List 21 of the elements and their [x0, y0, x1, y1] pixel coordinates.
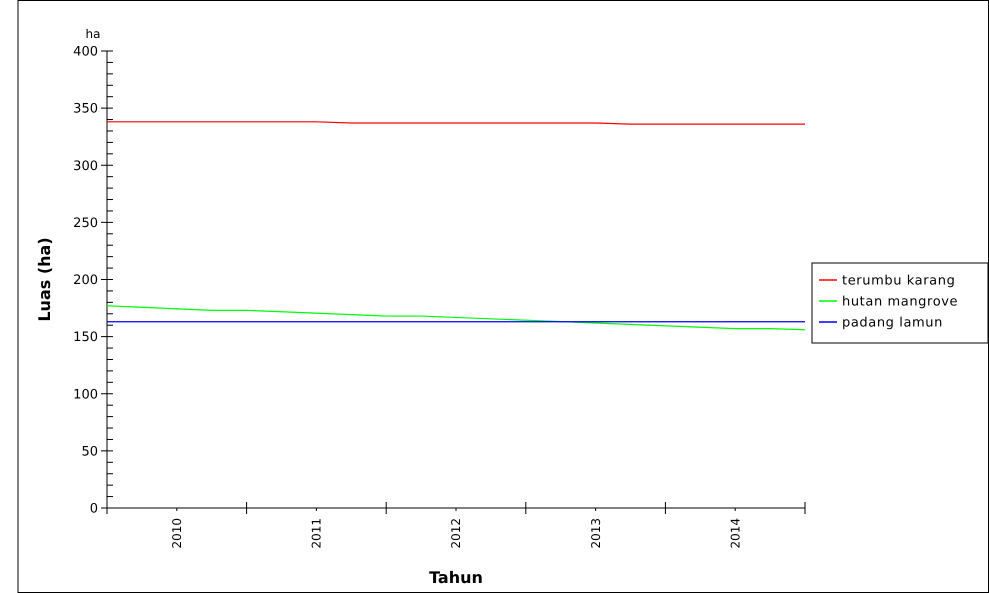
x-tick-label: 2014	[728, 518, 742, 549]
y-tick-label: 200	[73, 273, 98, 288]
y-tick-label: 0	[90, 502, 98, 517]
y-tick-label: 350	[73, 102, 98, 117]
y-tick-label: 400	[73, 44, 98, 60]
x-axis-title: Tahun	[429, 568, 483, 587]
y-tick-label: 300	[73, 158, 98, 174]
y-tick-label: 250	[73, 216, 98, 231]
legend-label: padang lamun	[842, 316, 943, 331]
legend-label: hutan mangrove	[842, 294, 958, 310]
y-tick-label: 150	[73, 330, 98, 346]
y-axis-title: Luas (ha)	[35, 237, 54, 322]
x-tick-label: 2010	[170, 518, 184, 549]
line-series	[106, 305, 806, 330]
x-tick-label: 2011	[310, 518, 324, 549]
x-tick-label: 2012	[449, 518, 464, 549]
legend-label: terumbu karang	[842, 274, 956, 289]
y-tick-label: 100	[73, 387, 98, 402]
y-tick-label: 50	[81, 444, 98, 460]
x-tick-label: 2013	[588, 518, 603, 549]
text: ha	[86, 27, 100, 41]
